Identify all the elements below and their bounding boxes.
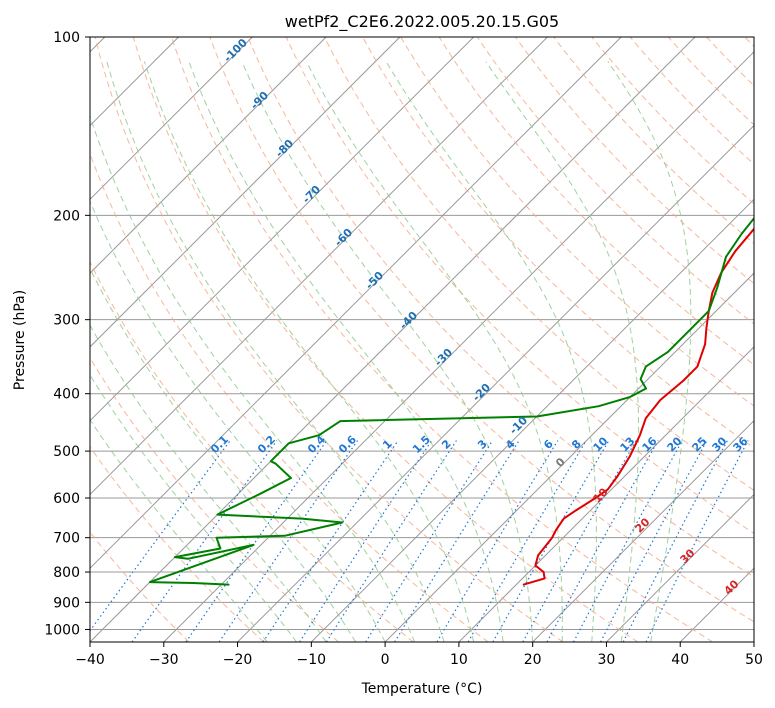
moist-adiabat-line (188, 61, 504, 642)
mixing-ratio-line (185, 440, 328, 642)
mixing-ratio-line (546, 440, 659, 642)
mixing-ratio-line (492, 440, 610, 642)
moist-adiabat-line (305, 61, 563, 642)
dry-adiabat-line (323, 37, 754, 491)
mixing-ratio-line (645, 440, 749, 642)
y-tick-label: 900 (53, 595, 80, 611)
dewpoint-profile (148, 216, 754, 586)
y-tick-label: 1000 (44, 622, 80, 638)
isotherm-line (90, 37, 622, 569)
isotherm-line (90, 37, 475, 422)
dry-adiabat-line (553, 37, 754, 245)
dry-adiabat-line (362, 37, 754, 449)
x-tick-label: 40 (671, 652, 689, 668)
dry-adiabat-line (90, 260, 414, 642)
x-tick-label: −40 (75, 652, 105, 668)
isotherm-line (532, 419, 754, 642)
x-tick-label: 10 (450, 652, 468, 668)
chart-title: wetPf2_C2E6.2022.005.20.15.G05 (285, 12, 559, 32)
dry-adiabat-line (132, 37, 639, 642)
mixing-ratio-line (600, 440, 708, 642)
dry-adiabat-line (438, 37, 754, 366)
mixing-ratio-line (436, 440, 559, 642)
moist-adiabat-line (90, 324, 327, 642)
moist-adiabat-line (241, 61, 534, 642)
mixing-ratio-line (394, 440, 520, 642)
x-axis-title: Temperature (°C) (361, 681, 483, 697)
dry-adiabat-line (94, 37, 564, 642)
mixing-ratio-line (522, 440, 637, 642)
moist-adiabat-line (106, 61, 445, 642)
isotherm-line (90, 37, 548, 496)
background-lines (90, 37, 754, 642)
plot-frame (89, 36, 755, 643)
y-axis-title: Pressure (hPa) (12, 290, 28, 390)
x-tick-label: −30 (149, 652, 179, 668)
y-tick-label: 200 (53, 208, 80, 224)
moist-adiabat-line (607, 61, 692, 642)
y-tick-label: 700 (53, 531, 80, 547)
y-tick-label: 100 (53, 30, 80, 46)
dry-adiabat-line (247, 37, 754, 578)
mixing-ratio-line (622, 440, 728, 642)
x-tick-label: 0 (381, 652, 390, 668)
moist-adiabat-line (485, 61, 640, 642)
dry-adiabat-line (400, 37, 754, 407)
moist-adiabat-line (90, 200, 386, 642)
mixing-ratio-line (467, 440, 587, 642)
y-tick-label: 400 (53, 387, 80, 403)
moist-adiabat-line (90, 114, 416, 642)
mixing-ratio-line (131, 440, 278, 642)
isotherm-line (90, 37, 696, 642)
y-tick-label: 300 (53, 313, 80, 329)
x-tick-label: 50 (745, 652, 763, 668)
isotherm-line (90, 37, 327, 274)
x-tick-label: 30 (598, 652, 616, 668)
axes: −40 −30 −20 −10 0 10 20 30 40 50 1000 900 800 700 600 5… (44, 30, 763, 668)
dry-adiabat-line (90, 446, 265, 642)
isotherm-line (384, 272, 754, 642)
moist-adiabat-line (90, 267, 357, 642)
dry-adiabat-line (515, 37, 754, 285)
mixing-ratio-line (365, 440, 494, 642)
x-tick-label: −10 (297, 652, 327, 668)
temperature-profile (522, 227, 754, 586)
mixing-ratio-line (572, 440, 683, 642)
isotherm-line (90, 37, 253, 201)
moist-adiabat-line (90, 418, 268, 642)
isotherm-line (163, 51, 754, 642)
y-tick-label: 600 (53, 491, 80, 507)
dry-adiabat-line (629, 37, 754, 165)
x-tick-label: 20 (524, 652, 542, 668)
y-tick-label: 500 (53, 444, 80, 460)
y-tick-label: 800 (53, 565, 80, 581)
x-tick-label: −20 (223, 652, 253, 668)
sounding-profiles (148, 216, 754, 586)
moist-adiabat-line (143, 61, 475, 642)
mixing-ratio-line (299, 440, 433, 642)
isotherm-line (90, 37, 401, 348)
moist-adiabat-line (385, 61, 597, 642)
moist-adiabat-line (90, 373, 297, 642)
isotherm-line (237, 124, 754, 642)
isotherm-line (606, 493, 754, 642)
isotherm-line (458, 346, 754, 642)
